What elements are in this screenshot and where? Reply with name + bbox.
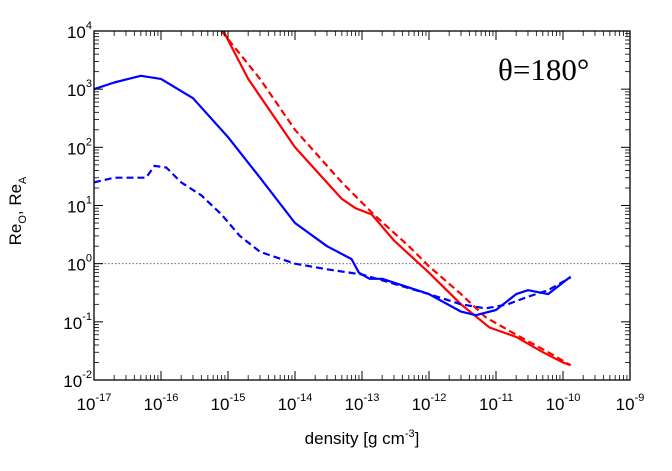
y-tick-label: 100	[67, 253, 92, 275]
y-axis-label-b: Re	[6, 184, 25, 206]
x-tick-label: 10-14	[278, 392, 313, 414]
annotation-label: θ=180°	[498, 52, 589, 87]
x-axis-label-text: density [g cm	[305, 429, 405, 448]
y-tick-label: 10-2	[63, 369, 92, 391]
y-tick-label: 10-1	[63, 311, 92, 333]
y-axis-label-a-sub: O	[17, 215, 29, 224]
y-tick-label: 102	[67, 136, 92, 158]
y-tick-label: 104	[67, 20, 92, 42]
x-tick-label: 10-9	[616, 392, 645, 414]
x-tick-label: 10-13	[345, 392, 380, 414]
y-axis-label: ReO, ReA	[6, 176, 29, 245]
series-line-1	[222, 31, 571, 367]
tick-layer	[93, 30, 631, 381]
x-tick-label: 10-15	[211, 392, 246, 414]
y-tick-label: 101	[67, 195, 92, 217]
y-tick-label: 103	[67, 78, 92, 100]
x-tick-label: 10-11	[479, 392, 513, 414]
x-tick-label: 10-17	[77, 392, 112, 414]
x-axis-label-close: ]	[415, 429, 420, 448]
series-layer	[94, 31, 572, 367]
y-axis-label-a: Re	[6, 224, 25, 246]
y-axis-label-sep: ,	[6, 206, 25, 215]
x-axis-label: density [g cm-3]	[305, 428, 420, 448]
x-axis-label-sup: -3	[405, 428, 415, 440]
y-axis-label-b-sub: A	[17, 176, 29, 184]
x-tick-label: 10-12	[412, 392, 447, 414]
series-line-2	[220, 31, 572, 367]
tick-label-layer: 10-17 10-16 10-15 10-14 10-13 10-12 10-11 10-10…	[63, 20, 644, 414]
x-tick-label: 10-10	[546, 392, 581, 414]
x-tick-label: 10-16	[144, 392, 179, 414]
series-line-3	[94, 74, 572, 317]
series-line-4	[94, 164, 572, 310]
